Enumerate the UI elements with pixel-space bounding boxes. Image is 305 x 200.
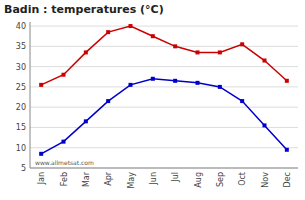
grid-line (30, 147, 298, 148)
series-line (41, 79, 287, 154)
series-line (41, 26, 287, 85)
grid (30, 26, 298, 168)
y-tick-label: 10 (16, 144, 26, 153)
x-tick-label: Jun (149, 172, 158, 186)
marker (62, 140, 66, 144)
grid-line (30, 46, 298, 47)
marker (285, 79, 289, 83)
marker (84, 50, 88, 54)
marker (263, 59, 267, 63)
annotation: www.allmetsat.com (35, 159, 94, 166)
x-tick-label: Jul (171, 172, 180, 183)
grid-line (30, 66, 298, 67)
y-tick-label: 20 (16, 103, 26, 112)
marker (196, 50, 200, 54)
grid-line (30, 26, 298, 27)
marker (84, 119, 88, 123)
y-tick-label: 40 (16, 22, 26, 31)
marker (39, 152, 43, 156)
plot-area (39, 24, 289, 156)
y-tick-label: 15 (16, 123, 26, 132)
marker (129, 24, 133, 28)
marker (39, 83, 43, 87)
x-tick-label: Feb (60, 172, 69, 186)
x-tick-label: Nov (261, 172, 270, 188)
y-tick-label: 25 (16, 83, 26, 92)
x-tick-label: Sep (216, 172, 225, 187)
grid-line (30, 127, 298, 128)
marker (240, 42, 244, 46)
grid-line (30, 168, 298, 169)
marker (218, 85, 222, 89)
x-tick-label: Dec (283, 172, 292, 187)
y-tick-label: 35 (16, 42, 26, 51)
marker (285, 148, 289, 152)
marker (173, 79, 177, 83)
marker (106, 99, 110, 103)
marker (129, 83, 133, 87)
chart: 5 10 15 20 25 30 35 40 Jan Feb Mar Apr May Jun Jul Aug S… (0, 0, 305, 200)
x-tick-label: May (127, 172, 136, 189)
x-tick-label: Oct (238, 172, 247, 186)
grid-line (30, 86, 298, 87)
marker (218, 50, 222, 54)
marker (240, 99, 244, 103)
x-tick-label: Aug (194, 172, 203, 188)
x-tick-label: Apr (104, 171, 113, 186)
x-axis-line (30, 168, 298, 169)
x-tick-label: Jan (37, 172, 46, 185)
x-tick-label: Mar (82, 171, 91, 187)
marker (173, 44, 177, 48)
y-axis-line (30, 22, 31, 168)
grid-line (30, 107, 298, 108)
marker (151, 77, 155, 81)
marker (263, 123, 267, 127)
marker (196, 81, 200, 85)
marker (62, 73, 66, 77)
marker (106, 30, 110, 34)
y-tick-label: 30 (16, 63, 26, 72)
y-tick-label: 5 (21, 164, 26, 173)
marker (151, 34, 155, 38)
title: Badin : temperatures (°C) (4, 3, 164, 16)
